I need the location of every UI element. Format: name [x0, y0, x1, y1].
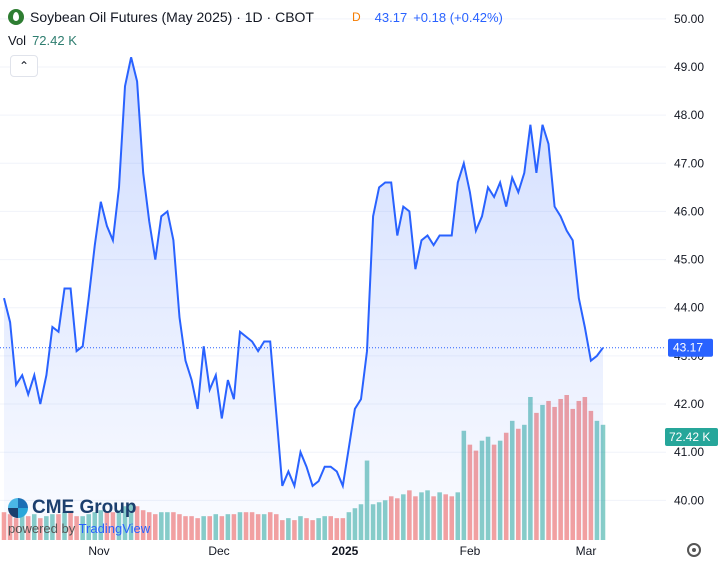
- volume-tag-label: 72.42 K: [669, 430, 710, 444]
- price-line: [3, 57, 604, 490]
- last-price-tag-label: 43.17: [673, 341, 703, 355]
- y-tick-label: 46.00: [674, 204, 704, 218]
- price-area: [4, 57, 603, 541]
- chart-header: Soybean Oil Futures (May 2025) · 1D · CB…: [8, 8, 503, 26]
- axis-tags: 43.17 72.42 K: [665, 338, 718, 446]
- price-change: +0.18 (+0.42%): [413, 9, 503, 25]
- globe-icon: [8, 498, 28, 518]
- gear-icon[interactable]: [687, 543, 701, 557]
- y-tick-label: 41.00: [674, 445, 704, 459]
- volume-value: 72.42 K: [32, 33, 77, 48]
- chevron-up-icon: ⌃: [18, 59, 30, 73]
- powered-brand: TradingView: [78, 521, 151, 536]
- last-price: 43.17: [374, 9, 408, 25]
- x-axis[interactable]: Nov Dec 2025 Feb Mar: [88, 544, 596, 558]
- collapse-legend-button[interactable]: ⌃: [10, 55, 38, 77]
- volume-label: Vol: [8, 33, 27, 48]
- y-tick-label: 48.00: [674, 108, 704, 122]
- last-price-tag: [668, 338, 713, 357]
- y-tick-label: 45.00: [674, 253, 704, 267]
- volume-tag: [665, 428, 718, 446]
- symbol-title[interactable]: Soybean Oil Futures (May 2025) · 1D · CB…: [30, 9, 314, 25]
- y-tick-label: 47.00: [674, 156, 704, 170]
- x-tick-label: Dec: [208, 544, 229, 558]
- drop-icon: [8, 9, 24, 25]
- brand-logo[interactable]: CME Group powered by TradingView: [8, 497, 150, 536]
- x-tick-label: Mar: [576, 544, 597, 558]
- delayed-badge: D: [352, 10, 361, 24]
- y-tick-label: 49.00: [674, 60, 704, 74]
- y-tick-label: 42.00: [674, 397, 704, 411]
- y-tick-label: 50.00: [674, 12, 704, 26]
- y-tick-label: 40.00: [674, 493, 704, 507]
- x-tick-label: 2025: [332, 544, 359, 558]
- powered-prefix: powered by: [8, 521, 79, 536]
- y-tick-label: 44.00: [674, 301, 704, 315]
- y-axis[interactable]: 50.0049.0048.0047.0046.0045.0044.0043.00…: [674, 12, 704, 508]
- logo-name: CME Group: [32, 497, 137, 518]
- x-tick-label: Feb: [460, 544, 481, 558]
- x-tick-label: Nov: [88, 544, 109, 558]
- volume-legend: Vol 72.42 K: [8, 33, 77, 48]
